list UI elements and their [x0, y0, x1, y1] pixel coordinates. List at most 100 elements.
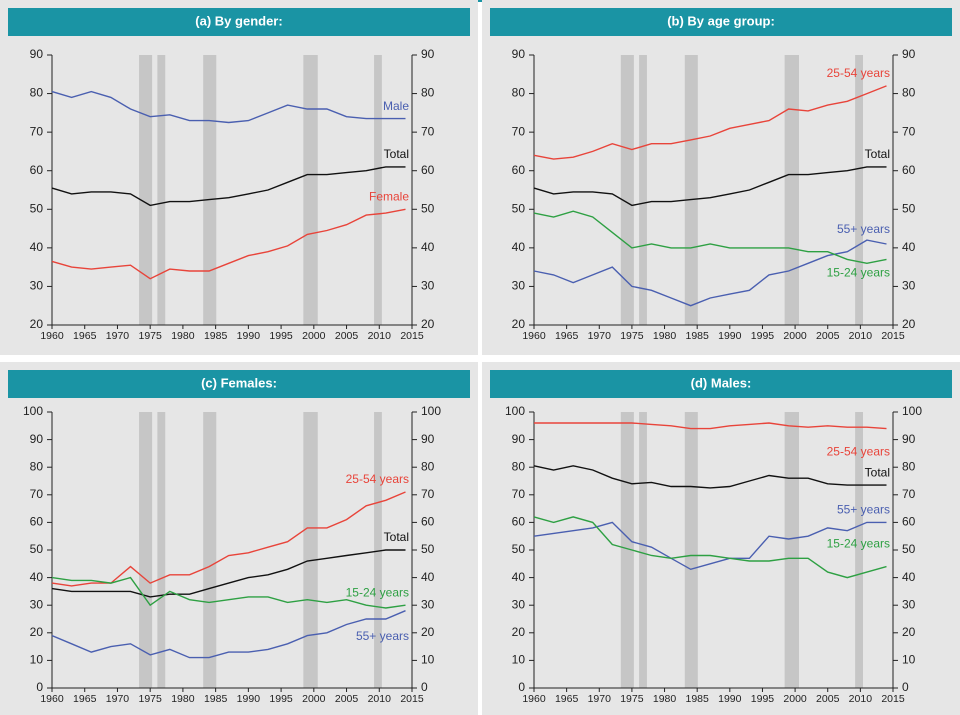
x-tick-label: 2015 — [400, 693, 424, 705]
y-tick-label: 30 — [30, 597, 44, 611]
x-tick-label: 2015 — [881, 693, 905, 705]
title-bar — [490, 370, 952, 398]
y2-tick-label: 20 — [421, 625, 435, 639]
y2-tick-label: 60 — [421, 163, 435, 177]
shaded-period — [374, 55, 382, 325]
y2-tick-label: 0 — [421, 680, 428, 694]
shaded-period — [203, 55, 217, 325]
panel-title: (c) Females: — [201, 375, 277, 390]
y2-tick-label: 10 — [421, 653, 435, 667]
x-tick-label: 2005 — [335, 330, 359, 342]
shaded-period — [139, 55, 153, 325]
y2-tick-label: 10 — [902, 653, 916, 667]
series-line — [533, 166, 887, 207]
shaded-period — [157, 55, 166, 325]
y2-tick-label: 30 — [421, 279, 435, 293]
panel-background — [0, 0, 478, 355]
x-tick-label: 1965 — [555, 330, 579, 342]
y-tick-label: 60 — [512, 515, 526, 529]
shaded-period — [203, 412, 217, 688]
y-tick-label: 0 — [518, 680, 525, 694]
panel-background — [482, 0, 960, 355]
x-tick-label: 1970 — [588, 330, 612, 342]
series-line — [533, 210, 887, 265]
shaded-period — [639, 55, 647, 325]
x-tick-label: 1995 — [751, 330, 775, 342]
series-line — [533, 465, 887, 489]
shaded-period — [855, 55, 863, 325]
x-tick-label: 1975 — [139, 693, 163, 705]
x-tick-label: 2000 — [302, 330, 326, 342]
series-line — [533, 85, 887, 160]
panel-title: (d) Males: — [691, 375, 752, 390]
x-tick-label: 2015 — [400, 330, 424, 342]
y-tick-label: 80 — [512, 86, 526, 100]
x-tick-label: 1970 — [106, 330, 130, 342]
y2-tick-label: 30 — [421, 597, 435, 611]
y-tick-label: 20 — [512, 625, 526, 639]
series-line — [533, 516, 887, 579]
x-tick-label: 1985 — [204, 330, 228, 342]
x-tick-label: 1960 — [40, 693, 64, 705]
panel-title: (b) By age group: — [667, 13, 775, 28]
series-label: Total — [865, 465, 890, 479]
shaded-period — [784, 55, 800, 325]
x-tick-label: 1985 — [686, 330, 710, 342]
y-tick-label: 80 — [30, 459, 44, 473]
shaded-period — [855, 412, 863, 688]
y-tick-label: 30 — [512, 597, 526, 611]
y-tick-label: 50 — [512, 201, 526, 215]
x-tick-label: 1965 — [555, 693, 579, 705]
x-tick-label: 1990 — [718, 693, 742, 705]
y-tick-label: 30 — [512, 279, 526, 293]
y2-tick-label: 0 — [902, 680, 909, 694]
x-tick-label: 1995 — [269, 693, 293, 705]
series-label: 55+ years — [837, 222, 890, 236]
x-tick-label: 1990 — [237, 693, 261, 705]
x-tick-label: 1980 — [653, 330, 677, 342]
y2-tick-label: 70 — [421, 487, 435, 501]
series-line — [51, 576, 406, 609]
series-label: 55+ years — [356, 629, 409, 643]
y-tick-label: 70 — [30, 487, 44, 501]
x-tick-label: 1960 — [522, 693, 546, 705]
y-tick-label: 40 — [30, 570, 44, 584]
shaded-period — [639, 412, 647, 688]
y2-tick-label: 90 — [421, 432, 435, 446]
y2-tick-label: 40 — [421, 570, 435, 584]
x-tick-label: 1965 — [73, 693, 97, 705]
y-tick-label: 20 — [30, 625, 44, 639]
y2-tick-label: 80 — [902, 86, 916, 100]
x-tick-label: 1990 — [237, 330, 261, 342]
y-tick-label: 90 — [30, 47, 44, 61]
y-tick-label: 50 — [512, 542, 526, 556]
y2-tick-label: 40 — [902, 570, 916, 584]
title-bar — [8, 370, 470, 398]
y-tick-label: 100 — [505, 404, 525, 418]
series-label: 55+ years — [837, 503, 890, 517]
x-tick-label: 1975 — [620, 330, 644, 342]
y2-tick-label: 50 — [902, 201, 916, 215]
x-tick-label: 1975 — [620, 693, 644, 705]
series-label: Total — [865, 147, 890, 161]
y2-tick-label: 70 — [902, 124, 916, 138]
y-tick-label: 20 — [512, 317, 526, 331]
series-label: 15-24 years — [827, 537, 890, 551]
series-label: 15-24 years — [827, 266, 890, 280]
y-tick-label: 70 — [30, 124, 44, 138]
y2-tick-label: 80 — [421, 459, 435, 473]
y-tick-label: 50 — [30, 542, 44, 556]
y-tick-label: 90 — [512, 47, 526, 61]
x-tick-label: 1975 — [139, 330, 163, 342]
shaded-period — [684, 412, 698, 688]
shaded-period — [303, 412, 318, 688]
x-tick-label: 2015 — [881, 330, 905, 342]
shaded-period — [684, 55, 698, 325]
y2-tick-label: 20 — [902, 317, 916, 331]
y2-tick-label: 50 — [421, 542, 435, 556]
shaded-period — [139, 412, 153, 688]
y2-tick-label: 60 — [902, 515, 916, 529]
series-label: Total — [384, 147, 409, 161]
series-label: Female — [369, 189, 409, 203]
